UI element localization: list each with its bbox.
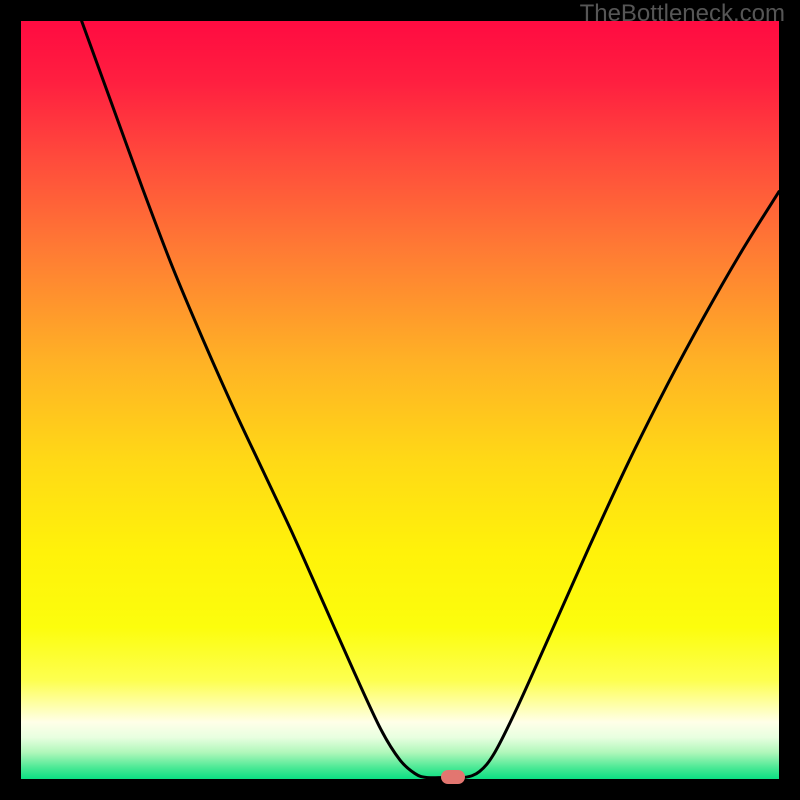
chart-frame: TheBottleneck.com	[0, 0, 800, 800]
optimal-point-marker	[441, 770, 465, 784]
watermark-text: TheBottleneck.com	[580, 0, 785, 28]
bottleneck-curve	[21, 21, 779, 779]
plot-area	[21, 21, 779, 779]
